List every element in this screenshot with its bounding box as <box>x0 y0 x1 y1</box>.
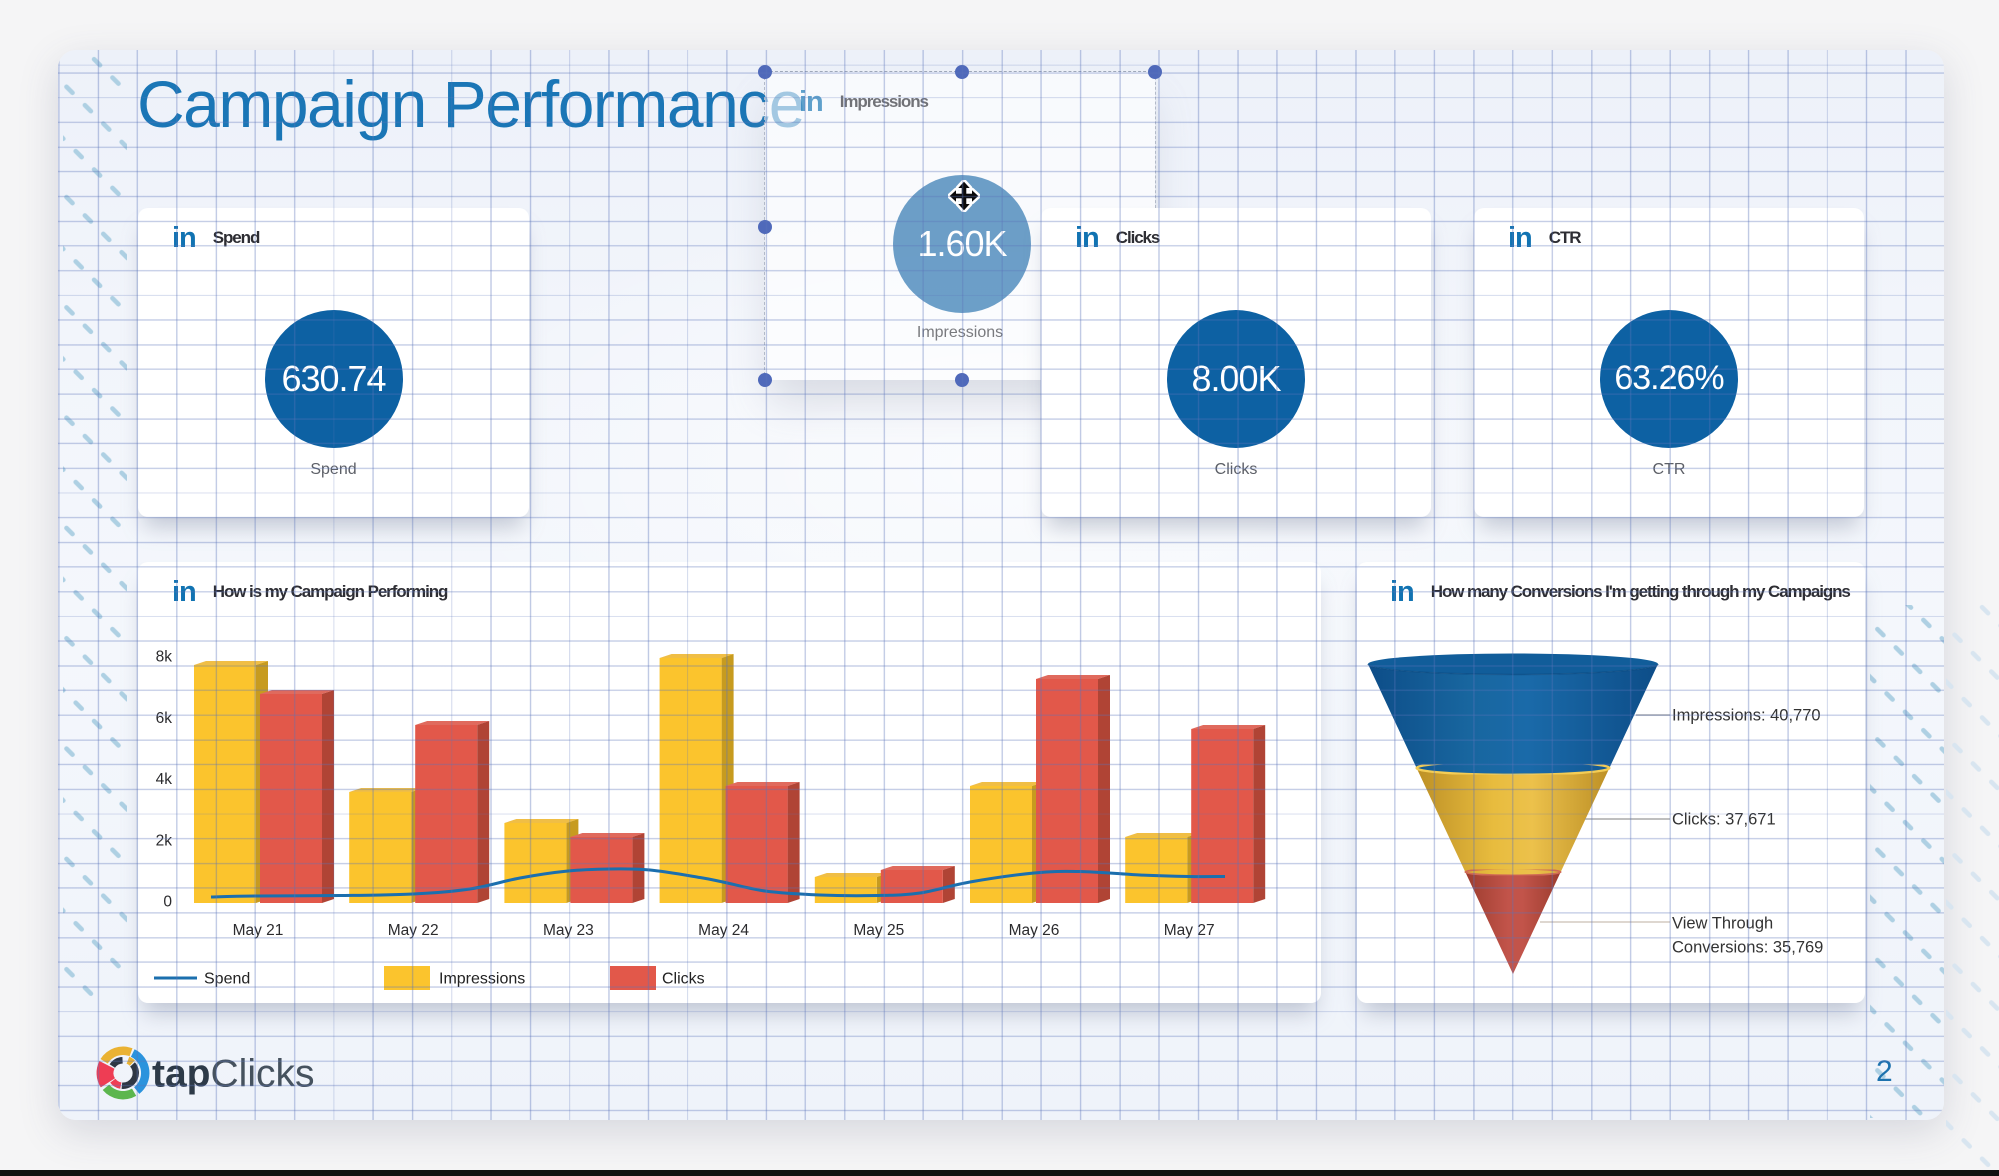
svg-text:0: 0 <box>163 894 172 911</box>
svg-text:Clicks: Clicks <box>662 971 705 988</box>
svg-text:tapClicks: tapClicks <box>152 1053 315 1096</box>
svg-text:May 21: May 21 <box>233 922 284 939</box>
svg-text:Impressions: Impressions <box>439 971 525 988</box>
svg-text:Spend: Spend <box>204 971 250 988</box>
svg-text:May 24: May 24 <box>698 922 749 939</box>
svg-text:May 27: May 27 <box>1164 922 1215 939</box>
svg-text:4k: 4k <box>156 771 173 788</box>
svg-text:May 22: May 22 <box>388 922 439 939</box>
svg-text:May 26: May 26 <box>1009 922 1060 939</box>
svg-text:6k: 6k <box>156 710 173 727</box>
svg-text:View Through: View Through <box>1672 915 1773 933</box>
svg-text:Impressions: 40,770: Impressions: 40,770 <box>1672 707 1821 725</box>
svg-text:May 23: May 23 <box>543 922 594 939</box>
svg-text:8k: 8k <box>156 649 173 666</box>
svg-text:May 25: May 25 <box>853 922 904 939</box>
svg-text:2k: 2k <box>156 832 173 849</box>
svg-text:Conversions: 35,769: Conversions: 35,769 <box>1672 939 1823 957</box>
svg-text:Clicks: 37,671: Clicks: 37,671 <box>1672 811 1776 829</box>
